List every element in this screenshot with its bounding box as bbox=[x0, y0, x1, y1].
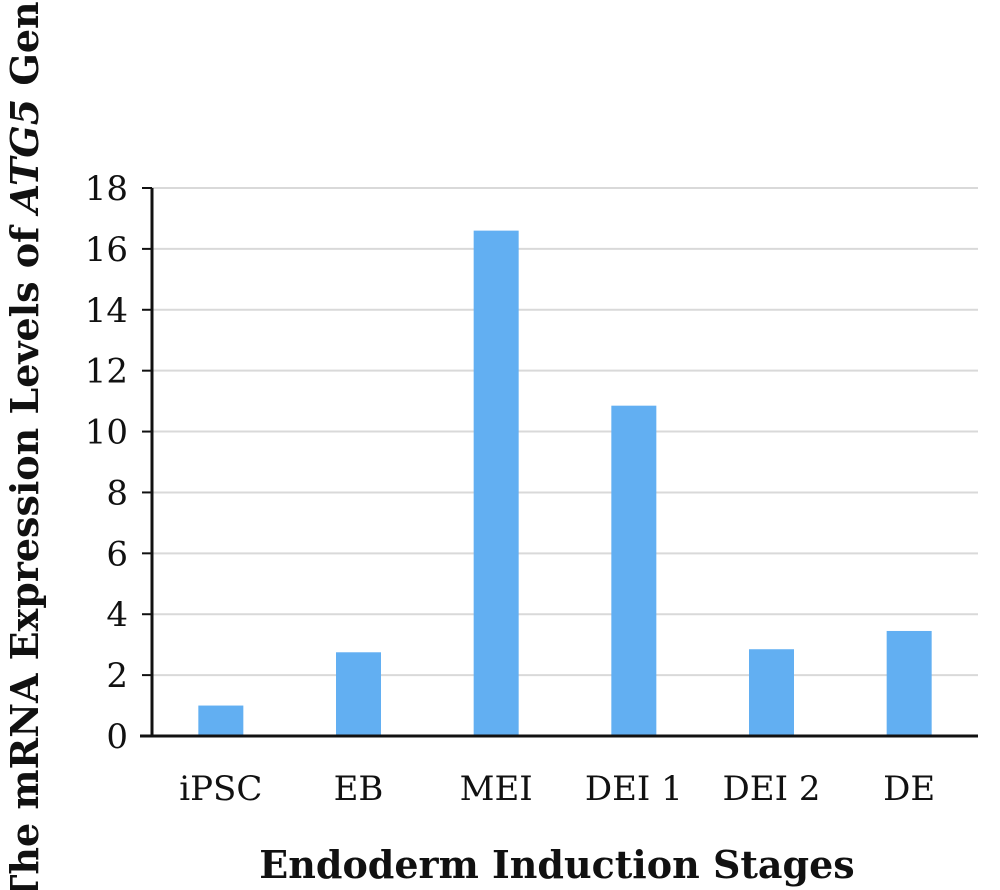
bar-dei-1 bbox=[611, 405, 657, 736]
gridlines bbox=[152, 187, 978, 677]
x-tick-labels: iPSC EB MEI DEI 1 DEI 2 DE bbox=[179, 769, 935, 809]
y-axis-title-suffix: Gene bbox=[2, 0, 47, 99]
bar-mei bbox=[473, 230, 519, 736]
bar-ipsc bbox=[198, 705, 244, 736]
y-tick-label: 10 bbox=[85, 413, 128, 453]
y-tick-label: 2 bbox=[106, 656, 128, 696]
y-tick-label: 6 bbox=[106, 534, 128, 574]
y-axis-title-prefix: The mRNA Expression Levels of bbox=[2, 213, 47, 890]
y-tick-label: 18 bbox=[85, 169, 128, 209]
x-tick-label: iPSC bbox=[179, 769, 262, 809]
bar-de bbox=[886, 630, 932, 736]
y-tick-label: 0 bbox=[106, 717, 128, 757]
y-tick-label: 14 bbox=[85, 291, 128, 331]
bar-eb bbox=[336, 652, 381, 736]
y-tick-labels: 0 2 4 6 8 10 12 14 16 18 bbox=[85, 169, 152, 757]
x-tick-label: DEI 1 bbox=[585, 769, 683, 809]
y-axis-title: The mRNA Expression Levels of ATG5 Gene bbox=[2, 0, 47, 890]
y-tick-label: 16 bbox=[85, 230, 128, 270]
x-tick-label: DEI 2 bbox=[723, 769, 821, 809]
y-tick-label: 4 bbox=[106, 595, 128, 635]
bars bbox=[198, 230, 932, 736]
x-tick-label: MEI bbox=[460, 769, 533, 809]
x-axis-title: Endoderm Induction Stages bbox=[259, 842, 854, 887]
x-tick-label: DE bbox=[883, 769, 935, 809]
y-tick-label: 8 bbox=[106, 473, 128, 513]
bar-dei-2 bbox=[749, 649, 794, 736]
y-tick-label: 12 bbox=[85, 352, 128, 392]
y-axis-title-gene: ATG5 bbox=[2, 99, 47, 217]
x-tick-label: EB bbox=[334, 769, 384, 809]
